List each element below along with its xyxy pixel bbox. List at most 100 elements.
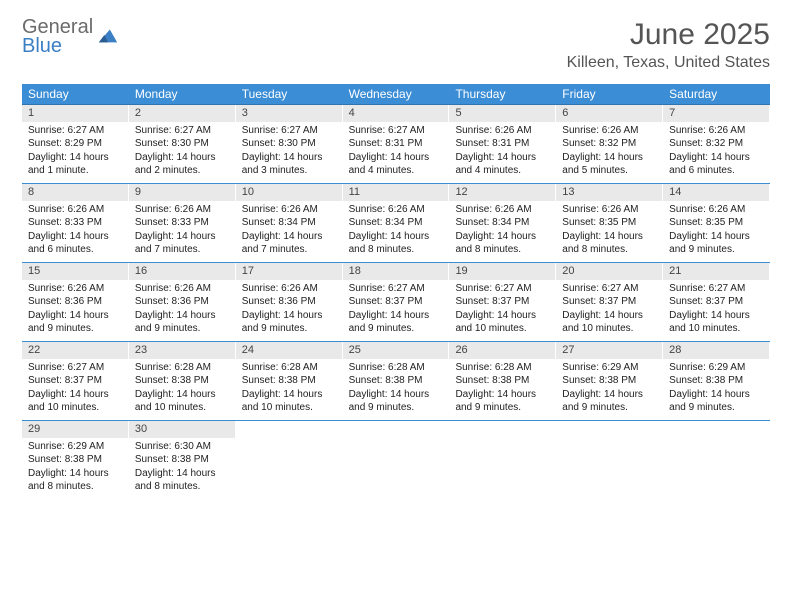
day-number: 20: [556, 263, 663, 280]
day-sunset: Sunset: 8:38 PM: [135, 374, 230, 388]
week-row: 22Sunrise: 6:27 AMSunset: 8:37 PMDayligh…: [22, 341, 770, 420]
day-sunrise: Sunrise: 6:27 AM: [28, 361, 123, 375]
day-body: Sunrise: 6:26 AMSunset: 8:34 PMDaylight:…: [343, 201, 450, 261]
day-cell: 28Sunrise: 6:29 AMSunset: 8:38 PMDayligh…: [663, 342, 770, 420]
dow-tuesday: Tuesday: [236, 84, 343, 104]
logo-line2: Blue: [22, 37, 93, 56]
dow-friday: Friday: [556, 84, 663, 104]
week-row: 1Sunrise: 6:27 AMSunset: 8:29 PMDaylight…: [22, 105, 770, 183]
dow-row: Sunday Monday Tuesday Wednesday Thursday…: [22, 84, 770, 105]
day-daylight1: Daylight: 14 hours: [455, 230, 550, 244]
day-cell: 6Sunrise: 6:26 AMSunset: 8:32 PMDaylight…: [556, 105, 663, 183]
day-number: 11: [343, 184, 450, 201]
day-daylight2: and 4 minutes.: [455, 164, 550, 178]
day-daylight1: Daylight: 14 hours: [669, 309, 764, 323]
day-sunset: Sunset: 8:29 PM: [28, 137, 123, 151]
day-body: Sunrise: 6:28 AMSunset: 8:38 PMDaylight:…: [129, 359, 236, 419]
day-body: Sunrise: 6:26 AMSunset: 8:34 PMDaylight:…: [236, 201, 343, 261]
day-sunset: Sunset: 8:32 PM: [669, 137, 764, 151]
day-number: 9: [129, 184, 236, 201]
day-sunrise: Sunrise: 6:27 AM: [669, 282, 764, 296]
day-sunrise: Sunrise: 6:26 AM: [135, 203, 230, 217]
day-sunrise: Sunrise: 6:28 AM: [349, 361, 444, 375]
day-cell: 22Sunrise: 6:27 AMSunset: 8:37 PMDayligh…: [22, 342, 129, 420]
day-cell: 3Sunrise: 6:27 AMSunset: 8:30 PMDaylight…: [236, 105, 343, 183]
week-row: 29Sunrise: 6:29 AMSunset: 8:38 PMDayligh…: [22, 420, 770, 499]
day-daylight1: Daylight: 14 hours: [135, 388, 230, 402]
day-sunrise: Sunrise: 6:28 AM: [455, 361, 550, 375]
day-cell: 27Sunrise: 6:29 AMSunset: 8:38 PMDayligh…: [556, 342, 663, 420]
day-number: 2: [129, 105, 236, 122]
day-number: 16: [129, 263, 236, 280]
day-cell: [449, 421, 556, 499]
day-cell: 4Sunrise: 6:27 AMSunset: 8:31 PMDaylight…: [343, 105, 450, 183]
day-daylight2: and 8 minutes.: [349, 243, 444, 257]
day-number: 29: [22, 421, 129, 438]
day-daylight2: and 10 minutes.: [562, 322, 657, 336]
day-daylight2: and 10 minutes.: [242, 401, 337, 415]
day-body: Sunrise: 6:27 AMSunset: 8:30 PMDaylight:…: [236, 122, 343, 182]
day-sunrise: Sunrise: 6:28 AM: [135, 361, 230, 375]
day-sunrise: Sunrise: 6:26 AM: [135, 282, 230, 296]
day-cell: 20Sunrise: 6:27 AMSunset: 8:37 PMDayligh…: [556, 263, 663, 341]
logo-mark-icon: [97, 24, 119, 51]
day-daylight2: and 9 minutes.: [135, 322, 230, 336]
day-body: Sunrise: 6:27 AMSunset: 8:30 PMDaylight:…: [129, 122, 236, 182]
day-daylight1: Daylight: 14 hours: [562, 309, 657, 323]
day-number: 15: [22, 263, 129, 280]
day-sunrise: Sunrise: 6:26 AM: [562, 203, 657, 217]
day-number: 10: [236, 184, 343, 201]
day-number: 17: [236, 263, 343, 280]
day-cell: 5Sunrise: 6:26 AMSunset: 8:31 PMDaylight…: [449, 105, 556, 183]
day-daylight1: Daylight: 14 hours: [562, 230, 657, 244]
day-number: 23: [129, 342, 236, 359]
dow-monday: Monday: [129, 84, 236, 104]
day-daylight1: Daylight: 14 hours: [242, 388, 337, 402]
day-sunrise: Sunrise: 6:30 AM: [135, 440, 230, 454]
day-daylight2: and 9 minutes.: [562, 401, 657, 415]
day-sunset: Sunset: 8:38 PM: [242, 374, 337, 388]
day-sunrise: Sunrise: 6:26 AM: [562, 124, 657, 138]
day-sunset: Sunset: 8:37 PM: [455, 295, 550, 309]
day-number: 14: [663, 184, 770, 201]
day-sunset: Sunset: 8:36 PM: [135, 295, 230, 309]
day-daylight1: Daylight: 14 hours: [349, 151, 444, 165]
day-cell: 11Sunrise: 6:26 AMSunset: 8:34 PMDayligh…: [343, 184, 450, 262]
day-sunset: Sunset: 8:34 PM: [349, 216, 444, 230]
day-body: Sunrise: 6:26 AMSunset: 8:33 PMDaylight:…: [129, 201, 236, 261]
dow-thursday: Thursday: [449, 84, 556, 104]
day-daylight2: and 8 minutes.: [135, 480, 230, 494]
day-daylight2: and 9 minutes.: [455, 401, 550, 415]
day-sunrise: Sunrise: 6:26 AM: [28, 282, 123, 296]
day-daylight1: Daylight: 14 hours: [669, 230, 764, 244]
day-cell: 9Sunrise: 6:26 AMSunset: 8:33 PMDaylight…: [129, 184, 236, 262]
day-sunrise: Sunrise: 6:26 AM: [455, 203, 550, 217]
day-sunrise: Sunrise: 6:26 AM: [669, 124, 764, 138]
day-sunrise: Sunrise: 6:28 AM: [242, 361, 337, 375]
day-daylight2: and 10 minutes.: [28, 401, 123, 415]
day-cell: [343, 421, 450, 499]
day-cell: 26Sunrise: 6:28 AMSunset: 8:38 PMDayligh…: [449, 342, 556, 420]
day-sunrise: Sunrise: 6:26 AM: [242, 282, 337, 296]
day-cell: 25Sunrise: 6:28 AMSunset: 8:38 PMDayligh…: [343, 342, 450, 420]
day-daylight1: Daylight: 14 hours: [455, 151, 550, 165]
day-daylight1: Daylight: 14 hours: [135, 151, 230, 165]
day-sunset: Sunset: 8:30 PM: [242, 137, 337, 151]
day-sunset: Sunset: 8:35 PM: [562, 216, 657, 230]
day-daylight1: Daylight: 14 hours: [349, 309, 444, 323]
day-body: Sunrise: 6:29 AMSunset: 8:38 PMDaylight:…: [22, 438, 129, 498]
day-number: 4: [343, 105, 450, 122]
logo-text: General Blue: [22, 18, 93, 56]
day-daylight1: Daylight: 14 hours: [28, 388, 123, 402]
day-sunset: Sunset: 8:38 PM: [455, 374, 550, 388]
day-number: 28: [663, 342, 770, 359]
day-sunset: Sunset: 8:33 PM: [28, 216, 123, 230]
day-cell: 13Sunrise: 6:26 AMSunset: 8:35 PMDayligh…: [556, 184, 663, 262]
day-body: Sunrise: 6:26 AMSunset: 8:32 PMDaylight:…: [663, 122, 770, 182]
day-sunset: Sunset: 8:34 PM: [242, 216, 337, 230]
day-sunrise: Sunrise: 6:27 AM: [562, 282, 657, 296]
day-sunset: Sunset: 8:31 PM: [455, 137, 550, 151]
day-daylight1: Daylight: 14 hours: [455, 309, 550, 323]
day-daylight2: and 3 minutes.: [242, 164, 337, 178]
day-daylight1: Daylight: 14 hours: [135, 230, 230, 244]
